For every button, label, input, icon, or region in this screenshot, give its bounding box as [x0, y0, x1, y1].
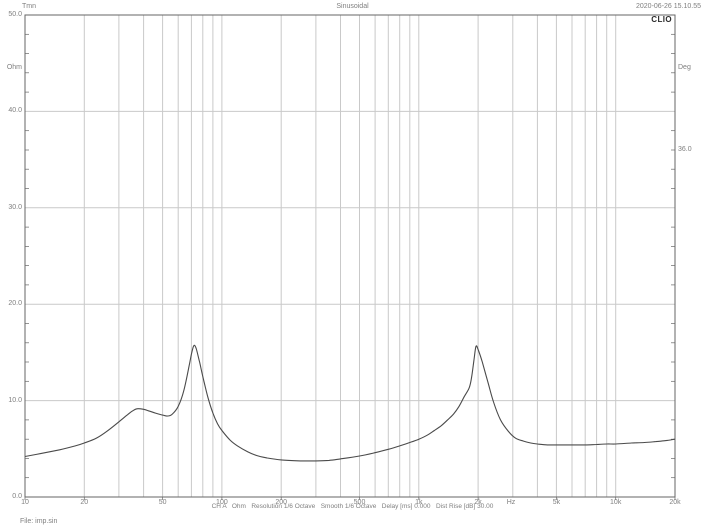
x-tick-label: 2k: [474, 499, 482, 506]
x-tick-label: 20k: [669, 499, 681, 506]
x-tick-label: 10k: [610, 499, 622, 506]
y-left-tick-label: 10.0: [8, 396, 22, 404]
file-name-label: File: imp.sin: [20, 518, 58, 525]
y-left-axis-unit: Ohm: [6, 64, 22, 71]
y-right-axis-unit: Deg: [678, 64, 691, 71]
x-axis-unit: Hz: [506, 499, 516, 506]
x-tick-label: 5k: [552, 499, 561, 506]
x-tick-label: 10: [21, 499, 29, 506]
y-left-tick-label: 30.0: [8, 203, 22, 211]
y-left-tick-label: 40.0: [8, 107, 22, 115]
measurement-name-label: Tmn: [22, 3, 36, 10]
plot-border: [24, 14, 676, 498]
x-tick-label: 500: [353, 499, 366, 506]
x-tick-label: 20: [80, 499, 89, 506]
impedance-curve: [24, 344, 676, 462]
y-left-tick-label: 20.0: [8, 300, 22, 308]
x-tick-label: 100: [216, 499, 228, 506]
timestamp-label: 2020-06-26 15.10.55: [636, 3, 701, 10]
status-line: CH A Ohm Resolution 1/6 Octave Smooth 1/…: [211, 503, 494, 510]
clio-logo: CLIO: [651, 15, 672, 24]
y-left-tick-label: 50.0: [8, 11, 22, 18]
x-tick-label: 50: [158, 499, 167, 506]
y-right-tick-label: 36.0: [678, 145, 692, 153]
x-tick-label: 1k: [415, 499, 423, 506]
x-tick-label: 200: [275, 499, 288, 506]
graph-title: Sinusoidal: [336, 3, 369, 10]
y-left-tick-label: 0.0: [12, 493, 22, 500]
